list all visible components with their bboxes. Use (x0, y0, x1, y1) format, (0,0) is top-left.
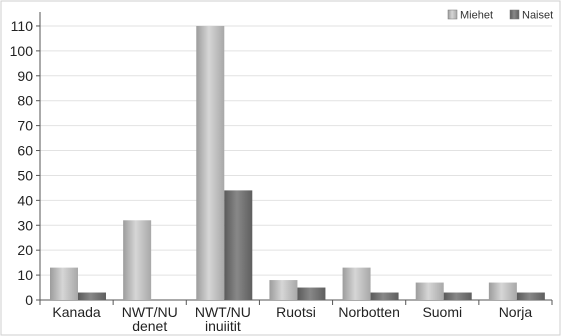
legend-label-miehet: Miehet (460, 10, 493, 22)
legend-label-naiset: Naiset (522, 10, 553, 22)
x-category-label: Norja (499, 304, 533, 320)
x-category-label-line: Ruotsi (276, 304, 316, 320)
x-category-label-line: inuiitit (205, 318, 241, 334)
y-tick-label: 100 (10, 43, 34, 59)
y-tick-label: 20 (17, 242, 33, 258)
x-category-label-line: Suomi (422, 304, 462, 320)
bar-naiset-2 (224, 190, 253, 300)
y-tick-label: 50 (17, 167, 33, 183)
bar-miehet-5 (415, 282, 444, 300)
gridlines (40, 25, 552, 276)
x-category-label: Ruotsi (276, 304, 316, 320)
y-tick-label: 60 (17, 143, 33, 159)
x-category-label: NWT/NU inuiitit (195, 304, 251, 334)
bar-miehet-6 (488, 282, 517, 300)
bar-naiset-3 (297, 287, 326, 300)
x-category-label-line: NWT/NU (122, 304, 178, 320)
x-category-label: Norbotten (338, 304, 399, 320)
y-tick-label: 90 (17, 68, 33, 84)
y-tick-label: 70 (17, 118, 33, 134)
y-tick-label: 110 (11, 18, 34, 34)
x-category-label-line: Kanada (52, 304, 100, 320)
x-category-label-line: Norja (499, 304, 533, 320)
bar-naiset-4 (370, 292, 399, 300)
bar-miehet-4 (342, 267, 371, 300)
x-category-label: Kanada (52, 304, 100, 320)
bars (50, 25, 545, 301)
bar-miehet-2 (196, 25, 225, 301)
bar-naiset-0 (78, 292, 106, 300)
x-category-label: NWT/NU denet (122, 304, 178, 334)
bar-naiset-5 (443, 292, 472, 300)
y-tick-label: 10 (17, 267, 33, 283)
y-tick-label: 0 (25, 292, 33, 308)
y-tick-label: 80 (17, 93, 33, 109)
x-category-label-line: denet (132, 318, 167, 334)
bar-miehet-1 (123, 220, 152, 300)
x-category-label-line: Norbotten (338, 304, 399, 320)
y-tick-label: 40 (17, 192, 33, 208)
x-category-label: Suomi (422, 304, 462, 320)
x-category-label-line: NWT/NU (195, 304, 251, 320)
legend: Miehet Naiset (447, 9, 553, 22)
y-tick-label: 30 (17, 217, 33, 233)
legend-swatch-naiset (509, 9, 520, 20)
bar-naiset-6 (516, 292, 545, 300)
legend-swatch-miehet (447, 9, 458, 20)
axes: 0 10 20 30 40 50 60 70 80 90 100 110 (10, 12, 553, 308)
bar-miehet-3 (269, 280, 298, 300)
bar-miehet-0 (50, 267, 78, 300)
